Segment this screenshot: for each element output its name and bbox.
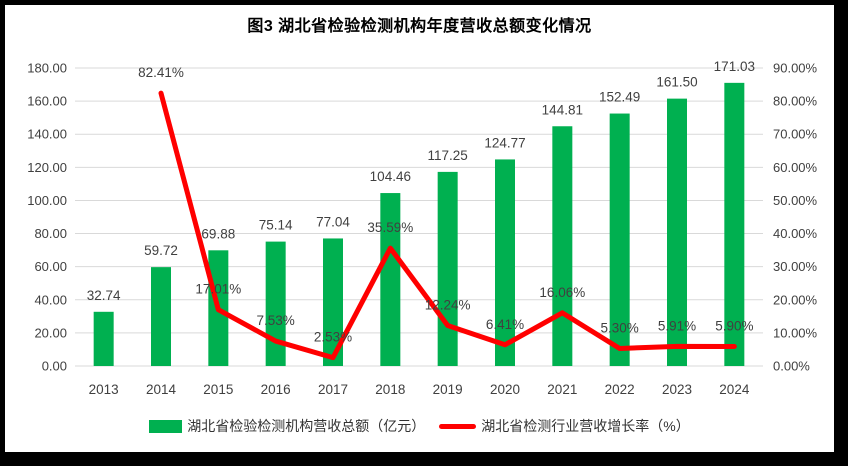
right-axis-tick: 90.00% bbox=[773, 61, 818, 76]
bar-series-swatch-icon bbox=[149, 419, 183, 433]
revenue-bar bbox=[323, 238, 343, 366]
bar-value-label: 69.88 bbox=[201, 226, 235, 241]
legend-label-revenue: 湖北省检验检测机构营收总额（亿元） bbox=[187, 418, 426, 434]
legend-item-revenue-bars: 湖北省检验检测机构营收总额（亿元） bbox=[149, 416, 425, 436]
x-axis-label: 2015 bbox=[203, 382, 233, 397]
x-axis-label: 2018 bbox=[375, 382, 405, 397]
revenue-bar bbox=[437, 171, 458, 366]
line-value-label: 6.41% bbox=[486, 317, 524, 332]
legend: 湖北省检验检测机构营收总额（亿元） 湖北省检测行业营收增长率（%） bbox=[5, 416, 834, 436]
x-axis-label: 2016 bbox=[261, 382, 291, 397]
right-axis-tick: 30.00% bbox=[773, 259, 818, 274]
bar-value-label: 144.81 bbox=[542, 102, 583, 117]
line-value-label: 7.53% bbox=[257, 313, 295, 328]
line-value-label: 82.41% bbox=[138, 65, 184, 80]
revenue-bar bbox=[609, 113, 630, 366]
line-value-label: 2.53% bbox=[314, 330, 352, 345]
revenue-bar bbox=[495, 159, 515, 366]
bar-value-label: 152.49 bbox=[599, 90, 640, 105]
legend-label-growth: 湖北省检测行业营收增长率（%） bbox=[481, 418, 690, 434]
right-axis-tick: 0.00% bbox=[773, 359, 810, 374]
revenue-bar bbox=[380, 193, 401, 366]
legend-item-growth-line: 湖北省检测行业营收增长率（%） bbox=[439, 416, 690, 436]
x-axis-label: 2021 bbox=[547, 382, 577, 397]
line-series-swatch-icon bbox=[439, 423, 477, 429]
right-axis-tick: 40.00% bbox=[773, 226, 818, 241]
right-axis-tick: 80.00% bbox=[773, 94, 818, 109]
left-axis-tick: 140.00 bbox=[27, 127, 67, 142]
bar-value-label: 117.25 bbox=[428, 148, 468, 163]
left-axis-tick: 120.00 bbox=[27, 160, 67, 175]
bar-value-label: 75.14 bbox=[259, 218, 293, 233]
right-axis-tick: 60.00% bbox=[773, 160, 818, 175]
bar-value-label: 77.04 bbox=[316, 214, 350, 229]
revenue-bar bbox=[724, 82, 745, 366]
line-value-label: 17.01% bbox=[195, 282, 241, 297]
bar-value-label: 124.77 bbox=[484, 135, 525, 150]
line-value-label: 5.90% bbox=[715, 318, 753, 333]
left-axis-tick: 180.00 bbox=[27, 61, 67, 76]
x-axis-label: 2024 bbox=[719, 382, 750, 397]
revenue-bar bbox=[151, 267, 171, 366]
bar-value-label: 104.46 bbox=[370, 169, 411, 184]
left-axis-tick: 100.00 bbox=[27, 193, 67, 208]
x-axis-label: 2014 bbox=[146, 382, 177, 397]
revenue-bar bbox=[552, 126, 573, 366]
x-axis-label: 2013 bbox=[89, 382, 119, 397]
right-axis-tick: 70.00% bbox=[773, 127, 818, 142]
left-axis-tick: 20.00 bbox=[34, 325, 67, 340]
line-value-label: 5.91% bbox=[658, 318, 696, 333]
left-axis-tick: 40.00 bbox=[34, 292, 67, 307]
line-value-label: 16.06% bbox=[539, 285, 585, 300]
x-axis-label: 2022 bbox=[605, 382, 635, 397]
line-value-label: 12.24% bbox=[425, 297, 471, 312]
bar-value-label: 161.50 bbox=[656, 75, 697, 90]
left-axis-tick: 0.00 bbox=[42, 359, 67, 374]
line-value-label: 5.30% bbox=[601, 320, 639, 335]
revenue-bar bbox=[265, 241, 286, 366]
x-axis-label: 2019 bbox=[433, 382, 463, 397]
growth-rate-line bbox=[158, 90, 737, 361]
chart-title: 图3 湖北省检验检测机构年度营收总额变化情况 bbox=[247, 18, 592, 35]
left-axis-tick: 60.00 bbox=[34, 259, 67, 274]
x-axis-label: 2017 bbox=[318, 382, 348, 397]
chart-area: 图3 湖北省检验检测机构年度营收总额变化情况 180.00 90.00% 160.0… bbox=[5, 5, 834, 452]
bar-value-label: 171.03 bbox=[714, 59, 755, 74]
right-axis-tick: 20.00% bbox=[773, 292, 818, 307]
x-axis-label: 2020 bbox=[490, 382, 520, 397]
line-value-label: 35.59% bbox=[367, 220, 413, 235]
left-axis-tick: 80.00 bbox=[34, 226, 67, 241]
bar-value-label: 59.72 bbox=[144, 243, 178, 258]
bar-value-label: 32.74 bbox=[87, 288, 121, 303]
plot-area: 180.00 90.00% 160.00 80.00% 140.00 70.00% 120.… bbox=[27, 59, 818, 397]
left-axis-tick: 160.00 bbox=[27, 94, 67, 109]
right-axis-tick: 50.00% bbox=[773, 193, 818, 208]
revenue-bar bbox=[93, 311, 114, 366]
revenue-bar bbox=[667, 98, 687, 366]
right-axis-tick: 10.00% bbox=[773, 325, 818, 340]
x-axis-label: 2023 bbox=[662, 382, 692, 397]
